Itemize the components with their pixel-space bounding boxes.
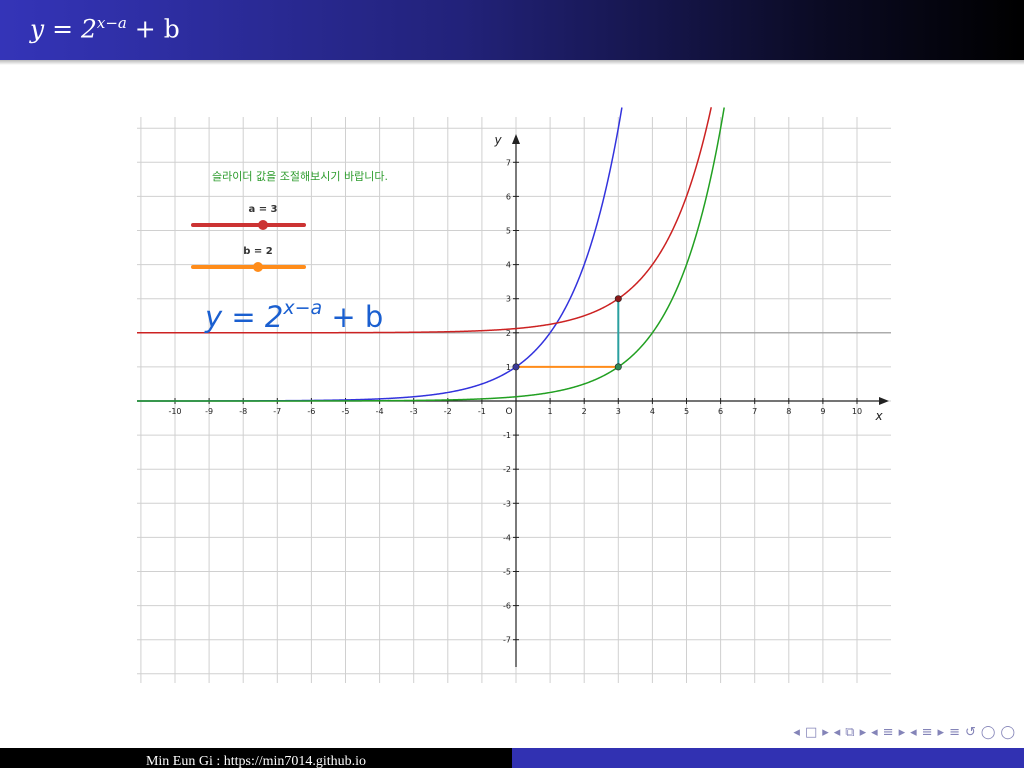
y-tick-label: 6 [506, 192, 511, 201]
curve-1 [137, 107, 725, 402]
x-tick-label: -2 [444, 407, 452, 416]
y-tick-label: 3 [506, 295, 511, 304]
x-axis-arrow [879, 397, 889, 405]
x-tick-label: 4 [650, 407, 655, 416]
slide-title-bar: y = 2x−a + b [0, 0, 1024, 65]
nav-control-15[interactable]: ◯ [1000, 725, 1016, 740]
footer-author: Min Eun Gi : https://min7014.github.io [0, 748, 512, 768]
x-tick-label: 7 [752, 407, 757, 416]
slide-footer: Min Eun Gi : https://min7014.github.io [0, 748, 1024, 768]
x-tick-label: 8 [786, 407, 791, 416]
x-tick-label: -1 [478, 407, 486, 416]
x-tick-label: 3 [616, 407, 621, 416]
nav-control-1[interactable]: □ [804, 725, 819, 740]
formula-label: y = 2x−a + b [204, 297, 383, 334]
y-tick-label: 2 [506, 329, 511, 338]
x-tick-label: 10 [852, 407, 862, 416]
nav-control-10[interactable]: ≡ [921, 725, 934, 740]
x-tick-label: -6 [307, 407, 315, 416]
origin-label: O [505, 407, 512, 417]
y-axis-arrow [512, 134, 520, 144]
instruction-text: 슬라이더 값을 조절해보시기 바랍니다. [212, 169, 388, 183]
axes: -10 -9 -8 -7 -6 -5 -4 -3 -2 -1 1 2 3 4 5 6 7 8 9 10 -7 -6 -5 -4… [137, 133, 889, 667]
curves [137, 107, 725, 402]
slider-b[interactable]: b = 2 [191, 246, 306, 272]
y-axis-label: y [493, 133, 502, 147]
x-axis-label: x [874, 409, 883, 423]
x-tick-label: -8 [239, 407, 247, 416]
x-tick-label: -7 [273, 407, 281, 416]
y-tick-label: -6 [503, 602, 511, 611]
x-tick-label: 2 [582, 407, 587, 416]
slider-a[interactable]: a = 3 [191, 204, 306, 230]
slider-b-label: b = 2 [243, 246, 273, 257]
nav-control-11[interactable]: ▸ [937, 725, 946, 740]
nav-control-14[interactable]: ◯ [980, 725, 997, 740]
x-tick-label: 6 [718, 407, 723, 416]
y-tick-label: -4 [503, 533, 511, 542]
y-tick-label: 5 [506, 227, 511, 236]
x-tick-label: 5 [684, 407, 689, 416]
title-base: y = 2 [30, 14, 97, 44]
nav-control-4[interactable]: ⧉ [845, 725, 856, 740]
nav-control-0[interactable]: ◂ [793, 725, 801, 740]
y-tick-label: 4 [506, 261, 511, 270]
x-tick-label: -3 [410, 407, 418, 416]
y-tick-label: 7 [506, 158, 511, 167]
x-tick-label: -10 [168, 407, 181, 416]
point-0 [512, 363, 520, 371]
point-1 [614, 363, 622, 371]
nav-control-3[interactable]: ◂ [833, 725, 842, 740]
y-tick-label: -3 [503, 499, 511, 508]
nav-control-13[interactable]: ↺ [964, 725, 977, 740]
title-tail: + b [126, 14, 180, 44]
grid [137, 117, 891, 683]
nav-control-6[interactable]: ◂ [871, 725, 879, 740]
y-tick-label: -7 [503, 636, 511, 645]
nav-control-8[interactable]: ▸ [898, 725, 907, 740]
slider-b-handle[interactable] [253, 262, 263, 272]
y-tick-label: -5 [503, 568, 511, 577]
points [512, 295, 622, 371]
nav-control-12[interactable]: ≡ [949, 725, 961, 740]
title-exponent: x−a [96, 14, 127, 32]
y-tick-label: 1 [506, 363, 511, 372]
slider-a-handle[interactable] [258, 220, 268, 230]
y-tick-label: -2 [503, 465, 511, 474]
nav-control-5[interactable]: ▸ [859, 725, 868, 740]
nav-control-9[interactable]: ◂ [910, 725, 918, 740]
y-tick-label: -1 [503, 431, 511, 440]
footer-bar [512, 748, 1024, 768]
x-tick-label: -4 [376, 407, 384, 416]
point-2 [614, 295, 622, 303]
x-tick-label: 9 [820, 407, 825, 416]
x-tick-label: -5 [342, 407, 350, 416]
x-tick-label: 1 [548, 407, 553, 416]
beamer-navigation[interactable]: ◂ □ ▸ ◂ ⧉ ▸ ◂ ≡ ▸ ◂ ≡ ▸ ≡ ↺ ◯ ◯ [791, 725, 1018, 740]
slide-title: y = 2x−a + b [30, 14, 180, 43]
slider-a-label: a = 3 [248, 204, 277, 215]
x-tick-label: -9 [205, 407, 213, 416]
nav-control-7[interactable]: ≡ [882, 725, 895, 740]
nav-control-2[interactable]: ▸ [822, 725, 830, 740]
